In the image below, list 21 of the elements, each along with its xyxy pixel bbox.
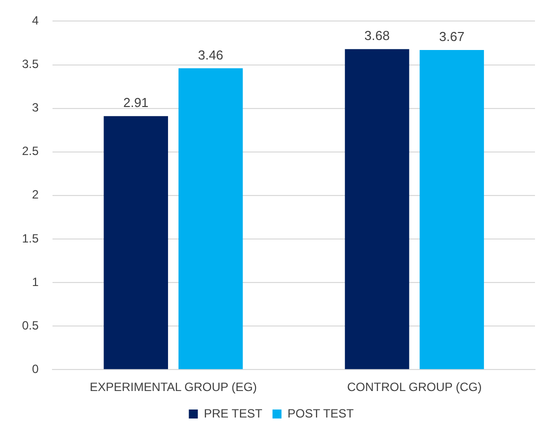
y-tick-label: 1: [32, 274, 39, 289]
y-tick-label: 4: [32, 14, 39, 28]
y-tick-label: 0.5: [22, 318, 39, 332]
x-tick-label: CONTROL GROUP (CG): [347, 380, 482, 394]
legend-label: PRE TEST: [204, 406, 263, 420]
data-label: 3.68: [364, 28, 390, 44]
y-tick-label: 2.5: [22, 144, 39, 158]
bar: [420, 50, 484, 370]
y-tick-label: 3.5: [22, 57, 39, 72]
y-tick-label: 0: [32, 362, 39, 376]
y-tick-label: 1.5: [22, 231, 39, 246]
bar: [104, 116, 168, 370]
bar: [178, 68, 243, 370]
data-label: 2.91: [123, 95, 149, 110]
x-tick-label: EXPERIMENTAL GROUP (EG): [90, 380, 257, 394]
data-label: 3.46: [198, 47, 224, 62]
y-tick-label: 3: [32, 100, 39, 115]
legend-label: POST TEST: [288, 406, 354, 420]
y-tick-label: 2: [32, 188, 39, 202]
data-label: 3.67: [439, 29, 464, 44]
bar: [344, 49, 410, 370]
